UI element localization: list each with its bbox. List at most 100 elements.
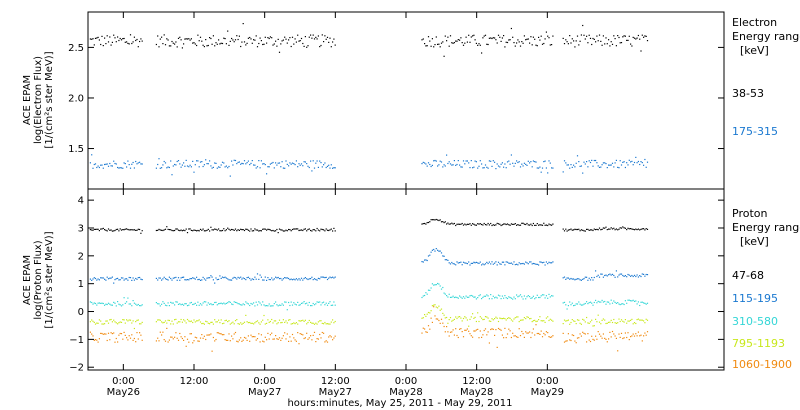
point-electron-1-304 xyxy=(591,159,593,161)
point-proton-1-223 xyxy=(477,262,479,264)
point-proton-3-92 xyxy=(221,323,224,325)
point-proton-2-75 xyxy=(199,303,202,305)
point-proton-1-292 xyxy=(575,278,577,280)
point-proton-0-196 xyxy=(442,221,444,223)
point-electron-0-227 xyxy=(482,37,484,39)
point-proton-4-293 xyxy=(576,337,579,339)
point-proton-0-213 xyxy=(464,223,466,225)
point-proton-2-128 xyxy=(268,303,270,305)
y-tick-label-0-0: 1.5 xyxy=(68,144,84,155)
point-proton-4-344 xyxy=(643,335,645,337)
point-proton-4-152 xyxy=(299,333,301,335)
point-electron-1-130 xyxy=(271,162,273,164)
point-proton-3-3 xyxy=(93,321,95,323)
point-proton-1-134 xyxy=(276,277,278,279)
point-electron-1-183 xyxy=(425,163,427,165)
legend-proton-795-1193: 795-1193 xyxy=(732,337,785,350)
point-proton-2-239 xyxy=(497,294,500,296)
point-proton-2-93 xyxy=(223,302,225,304)
point-proton-2-65 xyxy=(186,305,189,307)
point-proton-3-141 xyxy=(285,320,287,322)
point-proton-2-254 xyxy=(517,296,519,298)
point-electron-1-96 xyxy=(227,167,229,169)
point-electron-1-317 xyxy=(608,164,610,166)
point-electron-0-181 xyxy=(422,38,424,40)
point-proton-1-339 xyxy=(636,274,638,276)
point-proton-4-113 xyxy=(249,340,251,342)
point-proton-4-263 xyxy=(529,331,531,333)
point-proton-4-334 xyxy=(630,336,632,338)
point-proton-4-1 xyxy=(91,333,93,335)
point-proton-1-3 xyxy=(93,277,95,279)
point-electron-1-266 xyxy=(532,160,534,162)
point-proton-2-192 xyxy=(437,282,439,285)
point-proton-2-97 xyxy=(228,301,230,303)
series-proton-310-580 xyxy=(89,282,649,311)
point-electron-1-143 xyxy=(288,165,290,167)
point-electron-1-94 xyxy=(224,166,226,168)
point-proton-0-118 xyxy=(255,229,257,231)
point-proton-1-29 xyxy=(127,279,129,281)
point-proton-1-248 xyxy=(509,262,511,264)
point-proton-0-208 xyxy=(457,223,459,225)
point-electron-1-38 xyxy=(139,161,141,163)
point-electron-1-221 xyxy=(474,160,476,162)
point-electron-0-178 xyxy=(333,38,335,40)
point-proton-3-270 xyxy=(538,319,540,321)
point-proton-2-341 xyxy=(639,304,641,307)
point-proton-2-34 xyxy=(133,302,135,304)
point-proton-0-150 xyxy=(297,228,299,230)
point-proton-2-67 xyxy=(189,302,191,304)
point-proton-1-290 xyxy=(573,278,575,280)
point-proton-1-5 xyxy=(96,279,98,281)
point-proton-0-222 xyxy=(475,224,477,226)
point-electron-1-107 xyxy=(241,162,243,164)
point-proton-2-337 xyxy=(633,300,636,302)
point-proton-1-6 xyxy=(97,278,99,280)
point-proton-0-59 xyxy=(179,230,181,232)
point-proton-4-316 xyxy=(606,341,608,343)
point-proton-3-311 xyxy=(600,323,602,325)
point-proton-0-267 xyxy=(534,224,536,226)
point-proton-2-273 xyxy=(541,294,544,296)
point-electron-1-50 xyxy=(167,166,169,168)
point-electron-0-346 xyxy=(645,35,647,37)
point-proton-1-94 xyxy=(224,276,226,278)
point-proton-3-97 xyxy=(228,320,230,322)
point-proton-2-205 xyxy=(453,296,455,299)
point-proton-2-151 xyxy=(298,304,300,306)
point-proton-2-112 xyxy=(247,303,249,305)
point-electron-0-273 xyxy=(541,43,544,45)
point-electron-1-285 xyxy=(566,164,568,166)
point-proton-1-195 xyxy=(440,252,443,254)
point-proton-2-182 xyxy=(424,294,426,297)
point-electron-0-21 xyxy=(117,36,119,38)
point-proton-0-72 xyxy=(196,230,198,232)
point-proton-1-50 xyxy=(167,279,169,281)
point-proton-2-154 xyxy=(302,302,304,304)
point-proton-0-123 xyxy=(262,228,264,230)
proton-legend-title-1: Proton xyxy=(732,207,767,220)
point-proton-4-160 xyxy=(310,335,312,337)
point-electron-0-230 xyxy=(486,43,488,45)
point-electron-1-159 xyxy=(308,166,310,169)
point-electron-1-231 xyxy=(487,167,489,169)
point-proton-3-148 xyxy=(294,323,296,325)
point-electron-0-63 xyxy=(184,38,186,40)
point-electron-1-329 xyxy=(623,161,625,163)
point-proton-2-241 xyxy=(500,298,502,300)
point-electron-1-45 xyxy=(161,167,163,169)
point-proton-3-194 xyxy=(439,309,441,311)
point-electron-0-180 xyxy=(421,39,423,41)
point-proton-3-67 xyxy=(189,320,191,323)
point-proton-0-212 xyxy=(462,224,465,226)
point-electron-1-46 xyxy=(162,164,164,166)
point-proton-4-59 xyxy=(179,332,181,335)
point-proton-4-218 xyxy=(470,335,472,337)
point-proton-2-90 xyxy=(219,302,221,305)
point-proton-0-62 xyxy=(183,229,185,231)
point-proton-0-4 xyxy=(94,228,97,230)
point-electron-0-249 xyxy=(510,27,512,30)
point-proton-0-52 xyxy=(170,229,172,231)
point-proton-2-305 xyxy=(592,304,594,306)
